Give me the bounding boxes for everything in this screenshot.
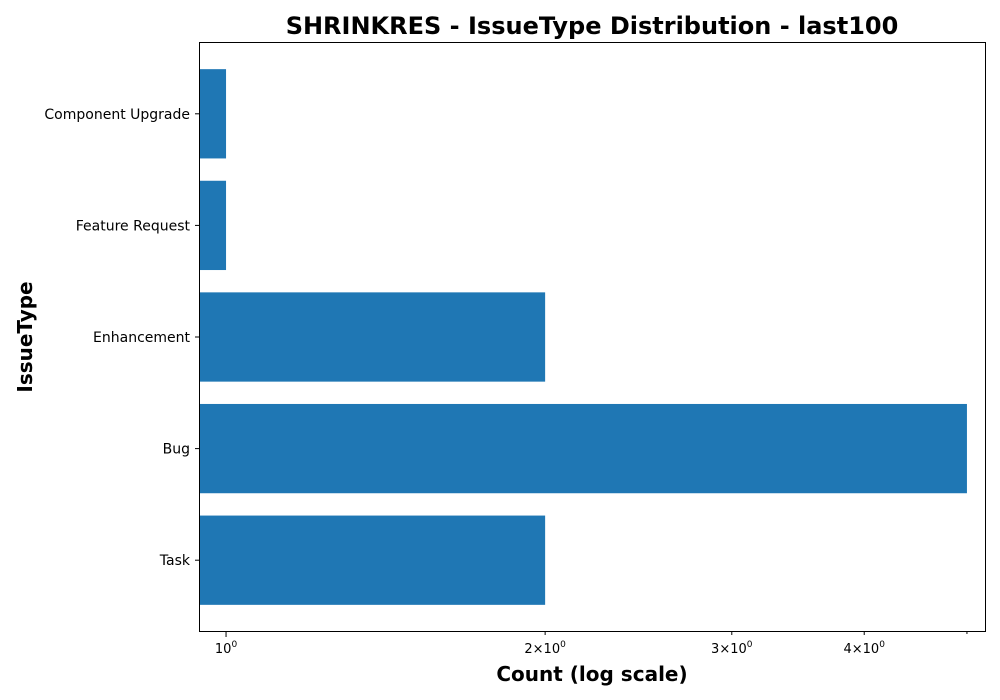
x-tick-label: 100 — [215, 640, 238, 657]
bar-feature-request — [200, 180, 227, 271]
x-axis-label: Count (log scale) — [496, 662, 687, 686]
chart-title: SHRINKRES - IssueType Distribution - las… — [286, 12, 899, 40]
plot-frame — [199, 42, 986, 632]
y-axis-label: IssueType — [13, 281, 37, 392]
y-tick-label: Component Upgrade — [44, 107, 190, 123]
bar-task — [200, 515, 546, 605]
y-tick-label: Feature Request — [76, 218, 191, 234]
y-tick-label: Task — [159, 553, 191, 569]
bar-bug — [200, 403, 967, 494]
x-ticks-group: 100 2×100 3×100 4×100 — [215, 631, 968, 657]
x-tick-label: 2×100 — [524, 640, 566, 657]
bars-group — [200, 69, 967, 605]
x-tick-label: 3×100 — [711, 640, 753, 657]
y-tick-label: Bug — [163, 442, 190, 458]
y-tick-label: Enhancement — [93, 330, 190, 346]
y-ticks-group: Task Bug Enhancement Feature Request Compone… — [44, 107, 200, 569]
x-tick-label: 4×100 — [843, 640, 885, 657]
bar-component-upgrade — [200, 69, 227, 159]
bar-enhancement — [200, 292, 546, 382]
